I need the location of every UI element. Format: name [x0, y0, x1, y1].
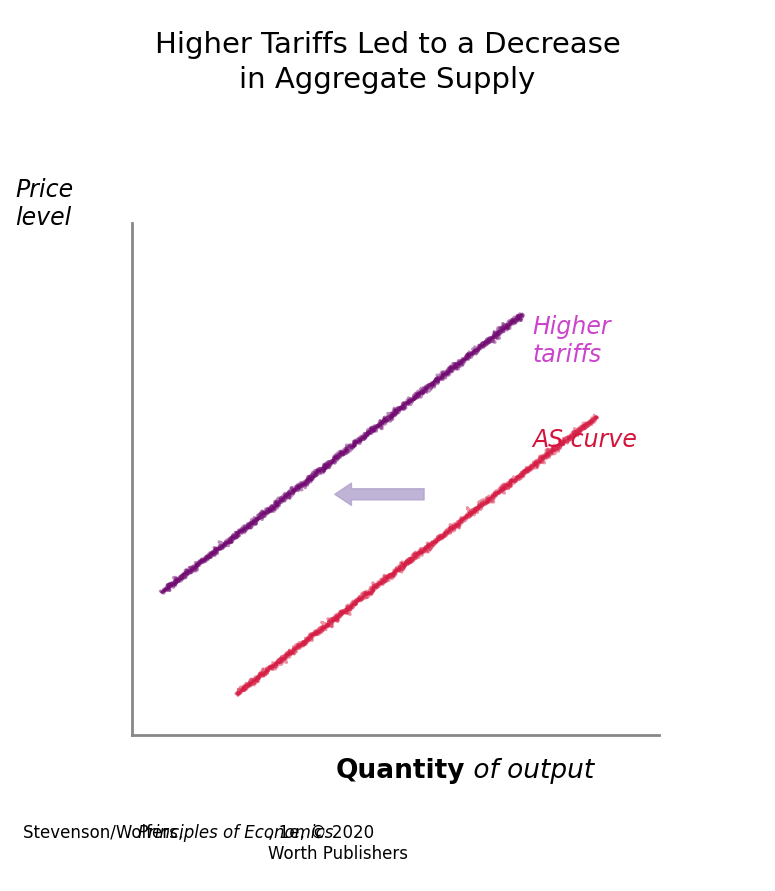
- Text: Principles of Economics: Principles of Economics: [138, 824, 333, 842]
- Text: Higher
tariffs: Higher tariffs: [532, 315, 611, 367]
- Text: Price
level: Price level: [16, 178, 74, 230]
- FancyArrowPatch shape: [335, 483, 424, 505]
- Text: Higher Tariffs Led to a Decrease
in Aggregate Supply: Higher Tariffs Led to a Decrease in Aggr…: [155, 31, 620, 94]
- Text: Stevenson/Wolfers,: Stevenson/Wolfers,: [23, 824, 189, 842]
- Text: of output: of output: [465, 757, 594, 784]
- Text: AS curve: AS curve: [532, 428, 637, 452]
- Text: , 1e, © 2020
Worth Publishers: , 1e, © 2020 Worth Publishers: [268, 824, 408, 863]
- Text: Quantity: Quantity: [336, 757, 465, 784]
